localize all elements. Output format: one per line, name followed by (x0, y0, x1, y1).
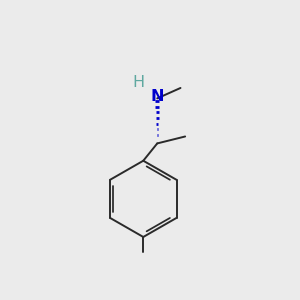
Text: H: H (133, 75, 145, 90)
Text: N: N (151, 89, 164, 104)
